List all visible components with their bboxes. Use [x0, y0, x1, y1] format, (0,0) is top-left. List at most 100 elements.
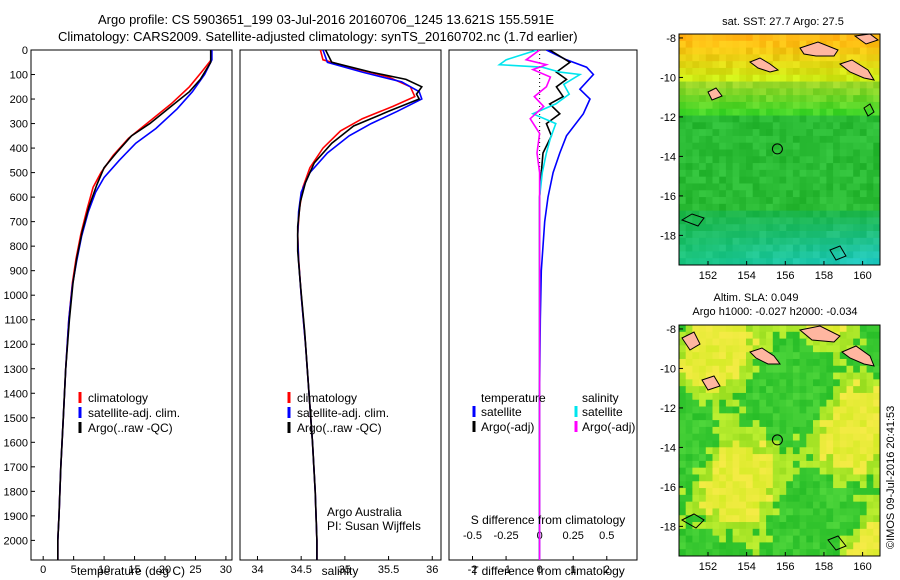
sla-raster-cell	[746, 542, 754, 550]
sst-raster-cell	[859, 244, 867, 252]
sst-raster-cell	[853, 122, 861, 130]
sst-raster-cell	[759, 142, 767, 150]
sla-raster-cell	[853, 420, 861, 428]
sla-raster-cell	[786, 494, 794, 503]
sla-raster-cell	[719, 413, 727, 421]
sst-raster-cell	[746, 156, 754, 164]
sla-raster-cell	[846, 338, 854, 346]
sst-raster-cell	[692, 122, 700, 130]
sst-raster-cell	[766, 54, 774, 62]
sst-raster-cell	[712, 176, 720, 184]
sst-raster-cell	[866, 135, 874, 144]
sla-raster-cell	[699, 481, 707, 489]
sla-raster-cell	[725, 406, 733, 414]
sst-raster-cell	[786, 163, 794, 171]
temperature-xticks: 0 5 10 15 20 25 30	[40, 556, 232, 576]
sla-raster-cell	[859, 549, 867, 557]
sst-raster-cell	[759, 224, 767, 232]
sla-raster-cell	[846, 399, 854, 407]
sla-raster-cell	[766, 413, 774, 421]
sla-raster-cell	[772, 535, 780, 543]
sla-raster-cell	[799, 501, 807, 509]
sst-raster-cell	[705, 149, 713, 157]
sla-raster-cell	[699, 501, 707, 509]
sst-raster-cell	[679, 203, 687, 212]
sla-raster-cell	[739, 460, 747, 469]
sst-raster-cell	[806, 163, 814, 171]
sst-coast-reef-3	[863, 103, 875, 117]
sla-raster-cell	[792, 331, 800, 339]
sst-raster-cell	[752, 95, 760, 103]
sla-raster-cell	[853, 542, 861, 550]
sst-raster-cell	[859, 74, 867, 82]
sst-raster-cell	[859, 81, 867, 89]
sst-raster-cell	[752, 210, 760, 218]
sla-raster-cell	[846, 542, 854, 550]
sst-raster-cell	[813, 217, 821, 225]
sst-raster-cell	[685, 74, 693, 82]
sla-raster-cell	[679, 460, 687, 469]
sla-raster-cell	[813, 392, 821, 401]
sst-raster-cell	[685, 95, 693, 103]
sla-raster-cell	[853, 338, 861, 346]
sst-raster-cell	[799, 163, 807, 171]
sla-raster-cell	[725, 352, 733, 360]
sla-raster-cell	[719, 426, 727, 435]
sla-raster-cell	[819, 460, 827, 469]
sla-raster-cell	[819, 515, 827, 523]
sla-raster-cell	[786, 467, 794, 475]
sst-raster-cell	[779, 101, 787, 110]
sla-raster-cell	[759, 549, 767, 557]
legend-s-argo-label: Argo(-adj)	[582, 420, 635, 434]
sst-raster-cell	[772, 251, 780, 259]
sla-raster-cell	[746, 379, 754, 387]
sst-raster-cell	[866, 237, 874, 246]
sst-raster-cell	[839, 197, 847, 205]
sla-argo-position-marker	[771, 434, 783, 446]
sla-raster-cell	[752, 433, 760, 441]
sst-raster-cell	[779, 224, 787, 232]
sla-raster-cell	[792, 392, 800, 401]
sla-raster-cell	[705, 528, 713, 537]
sla-raster-cell	[725, 440, 733, 448]
sla-raster-cell	[873, 331, 881, 339]
sst-raster-cell	[786, 142, 794, 150]
sla-raster-cell	[739, 352, 747, 360]
sst-raster-cell	[732, 61, 740, 69]
sla-raster-cell	[685, 501, 693, 509]
sla-raster-cell	[859, 325, 867, 333]
sst-raster-cell	[712, 149, 720, 157]
sst-raster-cell	[699, 169, 707, 178]
sst-raster-cell	[766, 210, 774, 218]
sst-raster-cell	[699, 135, 707, 144]
sla-raster-cell	[732, 325, 740, 333]
sla-raster-cell	[759, 406, 767, 414]
sst-raster-cell	[826, 135, 834, 144]
sla-raster-cell	[725, 515, 733, 523]
sst-raster-cell	[833, 169, 841, 178]
sla-raster-cell	[813, 528, 821, 537]
sst-raster-cell	[866, 190, 874, 198]
sla-raster-cell	[806, 528, 814, 537]
sst-raster-cell	[839, 237, 847, 246]
sla-raster-cell	[705, 325, 713, 333]
sst-raster-cell	[752, 197, 760, 205]
sst-raster-cell	[692, 203, 700, 212]
sst-raster-cell	[679, 108, 687, 116]
sst-raster-cell	[839, 108, 847, 116]
sla-raster-cell	[792, 494, 800, 503]
temperature-xlabel: temperature (deg C)	[77, 564, 185, 578]
sst-raster-cell	[699, 101, 707, 110]
sst-raster-cell	[772, 122, 780, 130]
sst-raster-cell	[699, 67, 707, 76]
sst-raster-cell	[813, 108, 821, 116]
sst-raster-cell	[859, 203, 867, 212]
sst-raster-cell	[719, 108, 727, 116]
sla-raster-cell	[866, 549, 874, 557]
sst-raster-cell	[833, 67, 841, 76]
sla-raster-cell	[746, 406, 754, 414]
sla-raster-cell	[732, 460, 740, 469]
sst-raster-cell	[725, 231, 733, 239]
sla-raster-cell	[859, 420, 867, 428]
sla-raster-cell	[866, 331, 874, 339]
